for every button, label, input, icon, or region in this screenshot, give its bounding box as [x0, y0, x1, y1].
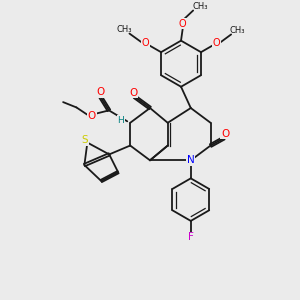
Text: N: N [187, 155, 195, 165]
Text: CH₃: CH₃ [192, 2, 208, 11]
Text: CH₃: CH₃ [117, 25, 132, 34]
Text: F: F [188, 232, 194, 242]
Text: S: S [82, 135, 88, 145]
Text: O: O [212, 38, 220, 48]
Text: O: O [221, 129, 229, 139]
Text: H: H [117, 116, 124, 125]
Text: O: O [88, 111, 96, 121]
Text: CH₃: CH₃ [230, 26, 245, 35]
Text: O: O [129, 88, 138, 98]
Text: O: O [96, 87, 104, 97]
Text: O: O [142, 38, 149, 48]
Text: O: O [179, 19, 187, 29]
